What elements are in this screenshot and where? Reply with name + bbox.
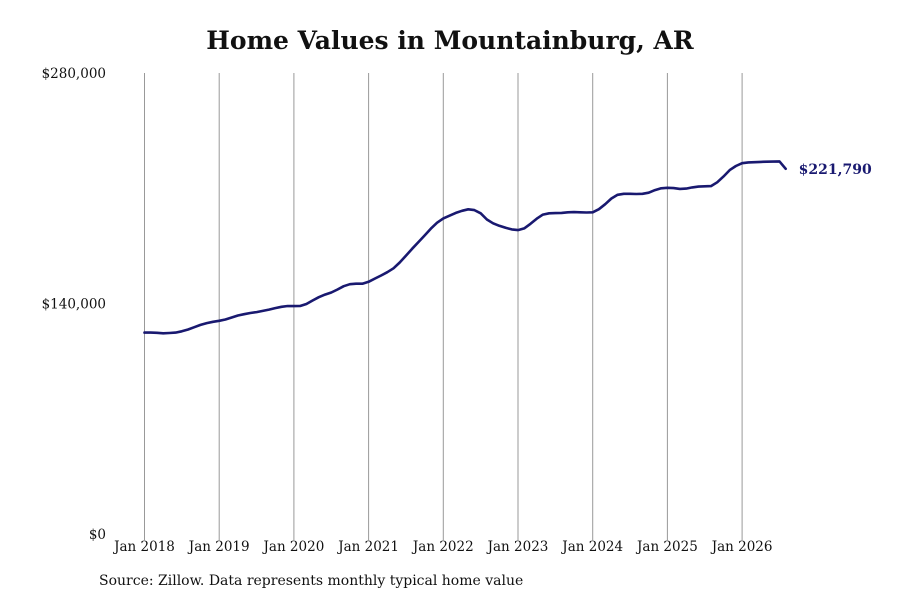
y-axis-tick-labels: $0 $140,000 $280,000 xyxy=(42,66,106,543)
x-tick-label: Jan 2019 xyxy=(187,539,250,555)
x-tick-label: Jan 2025 xyxy=(635,539,698,555)
x-tick-label: Jan 2018 xyxy=(112,539,175,555)
gridlines xyxy=(144,73,743,540)
series-line-0 xyxy=(143,160,788,335)
x-tick-label: Jan 2023 xyxy=(486,539,549,555)
source-note: Source: Zillow. Data represents monthly … xyxy=(99,573,524,589)
x-tick-label: Jan 2024 xyxy=(560,539,623,555)
end-value-label: $221,790 xyxy=(799,162,872,178)
x-tick-label: Jan 2022 xyxy=(411,539,474,555)
y-tick-label: $0 xyxy=(89,527,106,543)
x-axis-tick-labels: Jan 2018 Jan 2019 Jan 2020 Jan 2021 Jan 2022… xyxy=(112,539,772,555)
end-label-layer: $221,790 xyxy=(799,162,872,178)
x-tick-label: Jan 2026 xyxy=(710,539,773,555)
x-tick-label: Jan 2021 xyxy=(336,539,399,555)
y-tick-label: $280,000 xyxy=(42,66,106,82)
y-tick-label: $140,000 xyxy=(42,297,106,313)
x-tick-label: Jan 2020 xyxy=(261,539,324,555)
series-layer xyxy=(143,160,788,335)
chart-title: Home Values in Mountainburg, AR xyxy=(206,26,694,55)
